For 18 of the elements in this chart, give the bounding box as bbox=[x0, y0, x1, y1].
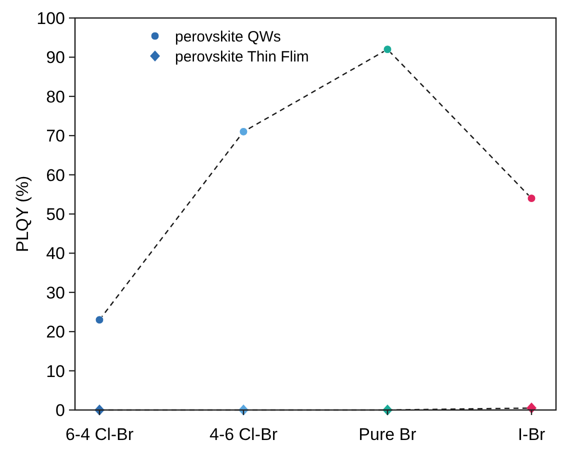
x-tick-label: Pure Br bbox=[358, 425, 417, 444]
x-tick-label: I-Br bbox=[518, 425, 546, 444]
y-tick-label: 100 bbox=[36, 8, 65, 28]
y-tick-label: 0 bbox=[56, 400, 65, 420]
y-axis-title: PLQY (%) bbox=[13, 176, 32, 252]
y-tick-label: 40 bbox=[46, 244, 65, 264]
y-tick-label: 80 bbox=[46, 87, 65, 106]
y-tick-label: 10 bbox=[46, 362, 65, 381]
x-tick-label: 6-4 Cl-Br bbox=[65, 425, 134, 444]
y-tick-label: 90 bbox=[46, 48, 65, 68]
legend-label: perovskite Thin Flim bbox=[175, 48, 309, 66]
legend-label: perovskite QWs bbox=[175, 28, 281, 46]
y-tick-label: 20 bbox=[46, 322, 65, 342]
y-tick-label: 70 bbox=[46, 126, 65, 146]
y-tick-label: 50 bbox=[46, 204, 65, 224]
y-tick-label: 60 bbox=[46, 166, 65, 185]
y-tick-label: 30 bbox=[46, 283, 65, 302]
x-tick-label: 4-6 Cl-Br bbox=[209, 425, 278, 444]
